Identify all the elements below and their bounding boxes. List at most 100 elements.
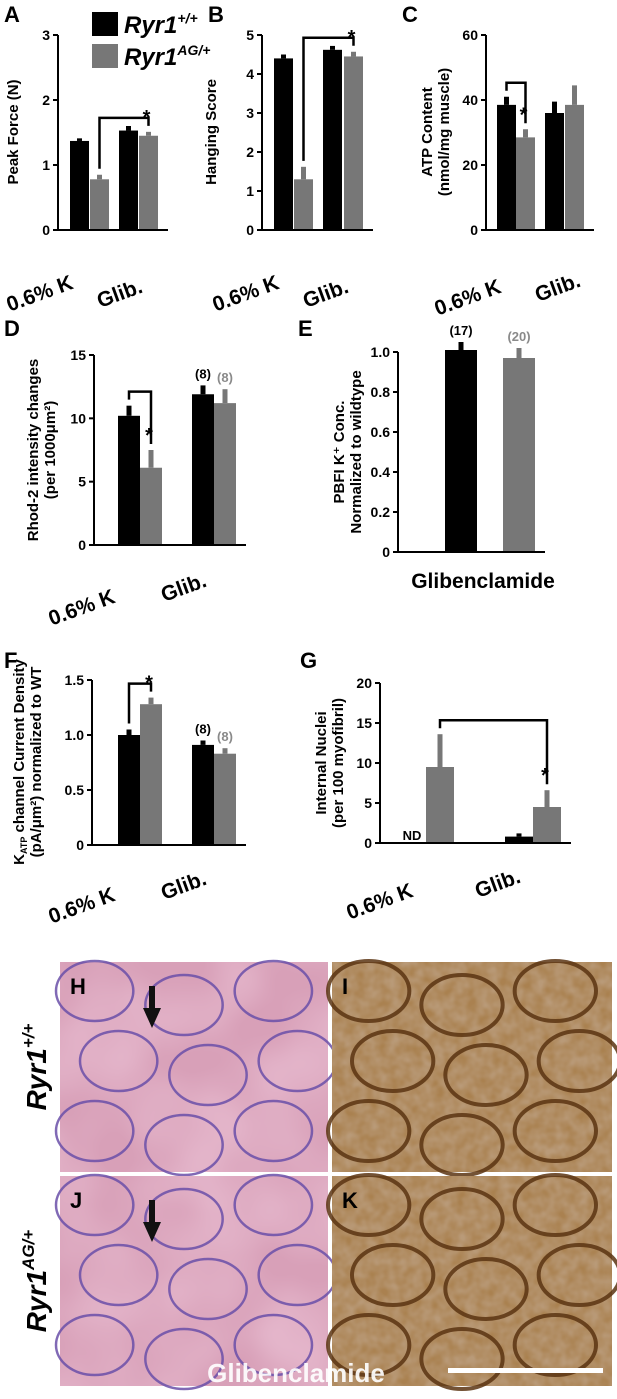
panel-f-letter: F [4, 648, 17, 673]
row-label-sup: AG/+ [19, 1230, 38, 1271]
legend-mut-gene: Ryr1 [124, 44, 177, 71]
panel-a-y-tick-label: 2 [42, 92, 50, 108]
panel-f-y-label: KATP channel Current Density [11, 658, 29, 864]
panel-g-error-bar [516, 833, 522, 837]
legend-mut-sup: AG/+ [176, 42, 210, 58]
panel-d-y-label: Rhod-2 intensity changes [25, 359, 42, 542]
panel-c-y-tick-label: 20 [462, 157, 478, 173]
panel-c-bar [497, 104, 516, 230]
panel-e-error-bar [516, 348, 522, 358]
myofiber-outline [419, 1113, 505, 1177]
panel-e-y-tick-label: 0 [382, 544, 390, 560]
panel-d-significance-bracket [127, 390, 153, 444]
panel-c-bar [516, 137, 535, 230]
charts: A 0 1 2 3 Peak Force (N) 0.6% K Glib. * B 0 1 2 3 4 5 Ha… [3, 2, 594, 928]
panel-f-bar [118, 735, 140, 845]
panel-e-bar [503, 358, 535, 552]
panel-d-significance-star: * [145, 425, 153, 447]
panel-a-bar [119, 130, 138, 230]
legend-label-wildtype: Ryr1+/+ [124, 10, 198, 39]
myofiber-outline [536, 1029, 617, 1093]
myofiber-outline [144, 1327, 224, 1391]
panel-e-letter: E [298, 316, 313, 341]
panel-e-n-label: (20) [507, 329, 530, 344]
myofiber-outline [419, 973, 505, 1037]
panel-a-significance-bracket [98, 116, 150, 169]
panel-f-category-label: Glib. [158, 867, 210, 905]
micrograph-letter: I [342, 974, 348, 999]
panel-a-category-label: 0.6% K [3, 271, 76, 316]
panel-c-error-bar [504, 96, 509, 105]
myofiber-outline [168, 1257, 248, 1321]
myofiber-outline [512, 1173, 598, 1237]
panel-f-error-bar [222, 748, 228, 754]
panel-g-error-bar [544, 790, 550, 807]
myofiber-outline [54, 1099, 135, 1163]
panel-e-y-label-2: Normalized to wildtype [348, 370, 365, 533]
scale-bar [448, 1368, 603, 1373]
myofiber-outline [54, 1173, 135, 1237]
panel-g-bar [426, 767, 454, 843]
panel-g-category-label: Glib. [472, 865, 524, 903]
panel-c-y-tick-label: 0 [470, 222, 478, 238]
myofiber-outline [326, 1099, 412, 1163]
panel-d-y-tick-label: 5 [78, 474, 86, 490]
myofiber-outline [78, 1029, 159, 1093]
legend-label-mutant: Ryr1AG/+ [124, 42, 210, 71]
panel-b-significance-star: * [348, 27, 356, 49]
panel-e-y-tick-label: 0.4 [371, 464, 391, 480]
panel-b-error-bar [281, 54, 286, 59]
legend-swatch-wildtype [92, 12, 118, 36]
panel-e-y-label: PBFI K⁺ Conc. [331, 401, 348, 504]
panel-b: B 0 1 2 3 4 5 Hanging Score 0.6% K Glib. * [203, 2, 373, 316]
panel-b-y-tick-label: 1 [246, 183, 254, 199]
panel-f-y-label-2: (pA/μm²) normalized to WT [28, 667, 45, 858]
myofiber-outline [419, 1327, 505, 1391]
myofiber-outline [54, 1313, 135, 1377]
myofiber-outline [233, 1099, 314, 1163]
panel-g-y-tick-label: 5 [364, 795, 372, 811]
panel-g-bar [533, 807, 561, 843]
micrograph-letter: K [342, 1188, 358, 1213]
panel-a-category-label: Glib. [94, 275, 146, 313]
panel-b-y-tick-label: 0 [246, 222, 254, 238]
panel-f-y-tick-label: 0 [76, 837, 84, 853]
panel-b-bar [344, 56, 363, 231]
panel-c-y-label-2: (nmol/mg muscle) [436, 68, 453, 196]
legend-wt-sup: +/+ [177, 10, 197, 26]
myofiber-outline [350, 1029, 436, 1093]
myofiber-outline [144, 1187, 224, 1251]
myofiber-outline [326, 959, 412, 1023]
panel-c-category-label: 0.6% K [431, 275, 504, 320]
panel-d-n-label: (8) [195, 366, 211, 381]
panel-b-letter: B [208, 2, 224, 27]
panel-c: C 0 20 40 60 ATP Content (nmol/mg muscle) 0.6% … [402, 2, 594, 320]
panel-f-y-label-rest: channel Current Density [11, 658, 28, 836]
micrograph-texture [332, 1176, 612, 1386]
panel-f-significance-star: * [145, 673, 153, 695]
panel-f-y-label-sub: ATP [19, 837, 29, 854]
myofiber-outline [443, 1043, 529, 1107]
panel-a-letter: A [4, 2, 20, 27]
panel-a-bar [90, 179, 109, 230]
panel-g-significance-bracket [438, 718, 549, 785]
row-label-gene: Ryr1 [21, 1048, 52, 1110]
legend-wt-gene: Ryr1 [124, 12, 177, 39]
panel-d-category-label: 0.6% K [45, 585, 118, 630]
panel-e: E 0 0.2 0.4 0.6 0.8 1.0 PBFI K⁺ Conc. Normalized… [298, 316, 555, 593]
panel-g-letter: G [300, 648, 317, 673]
panel-b-error-bar [301, 166, 306, 180]
panel-a-y-tick-label: 1 [42, 157, 50, 173]
panel-f-significance-bracket [127, 682, 153, 724]
myofiber-outline [512, 959, 598, 1023]
panel-g-y-tick-label: 0 [364, 835, 372, 851]
panel-d-bar [118, 415, 140, 545]
panel-g-y-tick-label: 10 [356, 755, 372, 771]
panel-g-y-tick-label: 20 [356, 675, 372, 691]
myofiber-outline [54, 959, 135, 1023]
panel-c-category-label: Glib. [532, 269, 584, 307]
row-label-sup: +/+ [19, 1024, 38, 1049]
micrograph-k: K [326, 1173, 617, 1391]
